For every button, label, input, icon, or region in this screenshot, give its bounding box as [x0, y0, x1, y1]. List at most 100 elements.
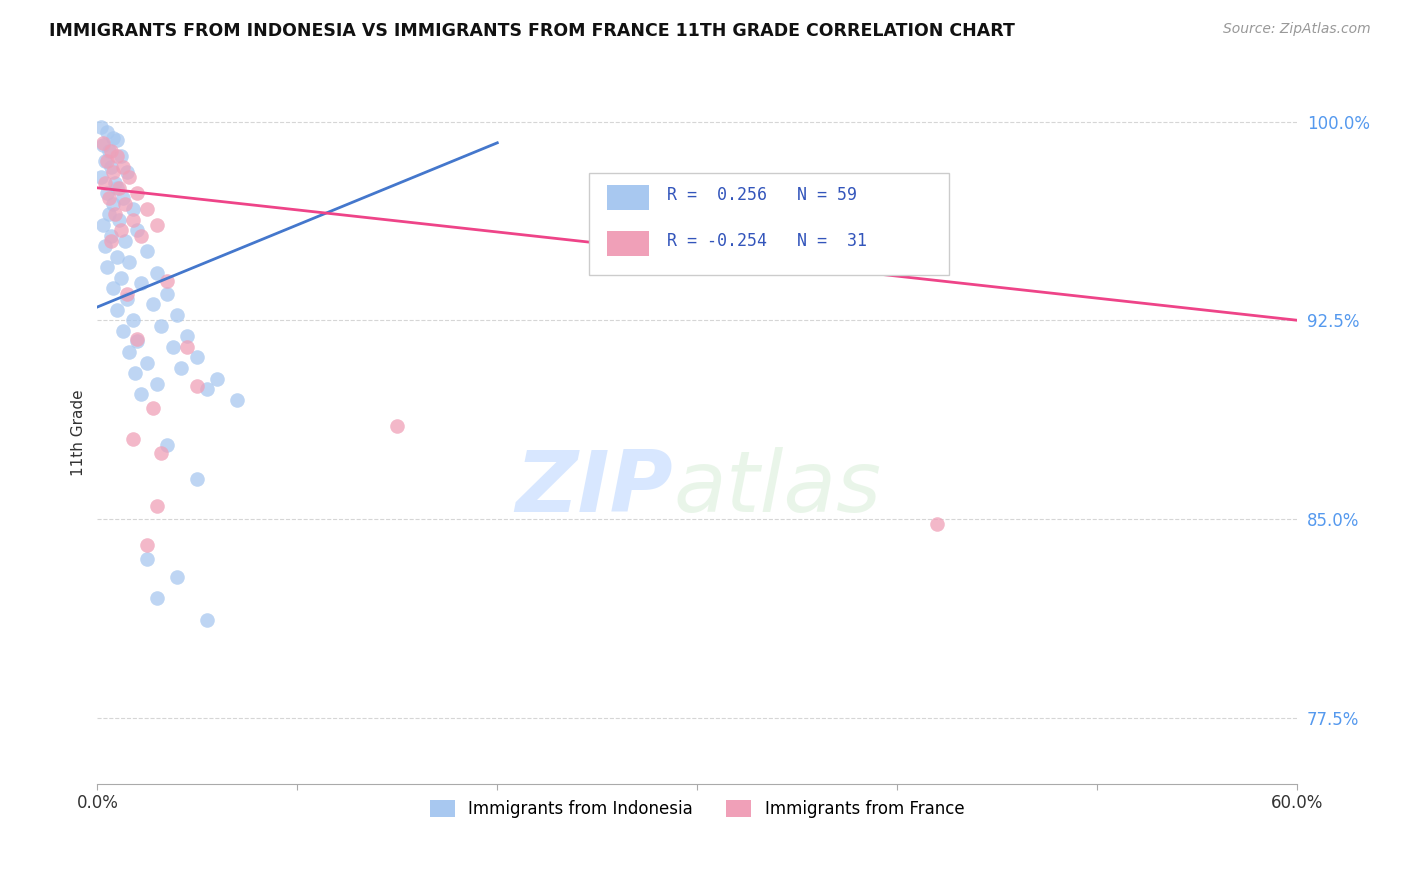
Text: IMMIGRANTS FROM INDONESIA VS IMMIGRANTS FROM FRANCE 11TH GRADE CORRELATION CHART: IMMIGRANTS FROM INDONESIA VS IMMIGRANTS …: [49, 22, 1015, 40]
Point: [124, 366, 146, 380]
Point: [110, 149, 132, 163]
Point: [166, 308, 188, 322]
Point: [117, 286, 139, 301]
Point: [103, 165, 125, 179]
Point: [207, 371, 229, 385]
Point: [98, 191, 121, 205]
Point: [176, 329, 198, 343]
FancyBboxPatch shape: [589, 173, 949, 275]
Point: [110, 223, 132, 237]
Point: [156, 273, 179, 287]
Text: R =  0.256   N = 59: R = 0.256 N = 59: [668, 186, 858, 204]
Point: [103, 130, 125, 145]
Point: [94, 176, 117, 190]
Point: [105, 133, 128, 147]
Point: [122, 212, 145, 227]
Point: [122, 313, 145, 327]
Point: [105, 302, 128, 317]
Point: [162, 340, 184, 354]
Point: [127, 223, 149, 237]
Point: [122, 433, 145, 447]
Point: [150, 318, 173, 333]
Point: [387, 419, 409, 434]
Point: [142, 297, 165, 311]
FancyBboxPatch shape: [607, 186, 650, 210]
Point: [90, 170, 112, 185]
Point: [927, 517, 949, 532]
Point: [108, 181, 131, 195]
Text: atlas: atlas: [673, 448, 882, 531]
Point: [96, 154, 118, 169]
Point: [114, 196, 136, 211]
Text: Source: ZipAtlas.com: Source: ZipAtlas.com: [1223, 22, 1371, 37]
Point: [122, 202, 145, 216]
Point: [110, 271, 132, 285]
Point: [186, 472, 208, 486]
Point: [195, 382, 218, 396]
Point: [146, 591, 169, 606]
Point: [105, 181, 128, 195]
Point: [150, 445, 173, 459]
Point: [136, 551, 159, 566]
Point: [100, 228, 122, 243]
Point: [105, 149, 128, 163]
FancyBboxPatch shape: [607, 231, 650, 256]
Point: [146, 218, 169, 232]
Point: [117, 165, 139, 179]
Point: [96, 125, 118, 139]
Point: [90, 120, 112, 134]
Point: [103, 281, 125, 295]
Point: [103, 196, 125, 211]
Point: [104, 207, 127, 221]
Point: [170, 360, 193, 375]
Y-axis label: 11th Grade: 11th Grade: [72, 390, 86, 476]
Point: [98, 144, 121, 158]
Point: [136, 538, 159, 552]
Point: [104, 176, 127, 190]
Point: [156, 438, 179, 452]
Point: [195, 613, 218, 627]
Text: R = -0.254   N =  31: R = -0.254 N = 31: [668, 232, 868, 250]
Point: [98, 207, 121, 221]
Point: [166, 570, 188, 584]
Point: [118, 170, 141, 185]
Point: [117, 292, 139, 306]
Point: [156, 286, 179, 301]
Legend: Immigrants from Indonesia, Immigrants from France: Immigrants from Indonesia, Immigrants fr…: [423, 793, 972, 824]
Point: [96, 260, 118, 275]
Point: [136, 202, 159, 216]
Point: [100, 234, 122, 248]
Point: [146, 376, 169, 391]
Point: [94, 239, 117, 253]
Point: [186, 379, 208, 393]
Point: [131, 228, 153, 243]
Point: [112, 160, 135, 174]
Point: [127, 186, 149, 201]
Point: [176, 340, 198, 354]
Point: [186, 351, 208, 365]
Point: [142, 401, 165, 415]
Point: [108, 212, 131, 227]
Point: [100, 160, 122, 174]
Point: [127, 334, 149, 349]
Point: [93, 218, 115, 232]
Point: [131, 387, 153, 401]
Point: [94, 154, 117, 169]
Point: [100, 144, 122, 158]
Point: [114, 234, 136, 248]
Point: [118, 345, 141, 359]
Point: [146, 499, 169, 513]
Point: [112, 191, 135, 205]
Point: [146, 266, 169, 280]
Point: [112, 324, 135, 338]
Point: [96, 186, 118, 201]
Point: [118, 255, 141, 269]
Point: [136, 356, 159, 370]
Point: [93, 136, 115, 150]
Point: [226, 392, 249, 407]
Text: ZIP: ZIP: [516, 448, 673, 531]
Point: [131, 276, 153, 290]
Point: [93, 138, 115, 153]
Point: [127, 332, 149, 346]
Point: [136, 244, 159, 259]
